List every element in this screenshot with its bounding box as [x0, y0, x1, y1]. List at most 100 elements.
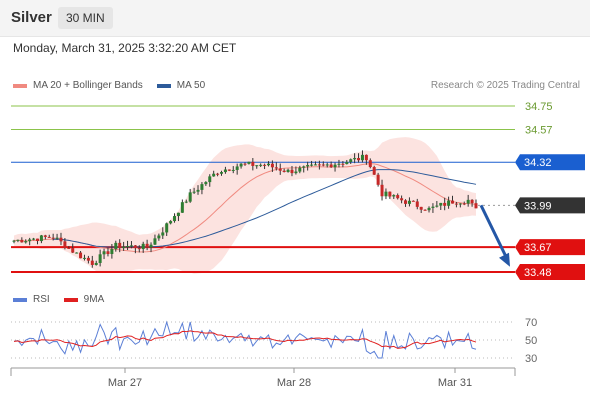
- candle-body: [345, 162, 349, 165]
- candle-body: [458, 203, 462, 205]
- rsi-legend: RSI 9MA: [13, 294, 118, 305]
- candle-body: [98, 254, 102, 263]
- x-axis-label: Mar 28: [277, 377, 311, 389]
- candle-body: [118, 242, 122, 249]
- legend-swatch-icon: [156, 83, 171, 88]
- legend-rsi: RSI: [13, 294, 50, 305]
- candle-body: [59, 237, 63, 242]
- candle-body: [360, 154, 364, 161]
- candle-body: [392, 195, 396, 197]
- candle-body: [353, 158, 357, 160]
- legend-swatch-icon: [13, 297, 27, 302]
- timeframe-badge[interactable]: 30 MIN: [58, 7, 113, 29]
- indicator-legend: MA 20 + Bollinger Bands MA 50: [13, 80, 219, 91]
- level-tag-label: 33.48: [524, 267, 552, 279]
- candle-body: [176, 212, 180, 217]
- candle-body: [337, 163, 341, 165]
- candle-body: [274, 167, 278, 169]
- candle-body: [454, 203, 458, 205]
- candle-body: [180, 202, 184, 213]
- bollinger-band-layer: [14, 137, 476, 274]
- candle-body: [380, 184, 384, 197]
- candle-body: [266, 163, 270, 166]
- candle-body: [290, 169, 294, 174]
- candle-body: [329, 164, 333, 168]
- candle-body: [306, 165, 310, 167]
- level-label: 34.75: [525, 101, 553, 113]
- candle-body: [419, 206, 423, 210]
- candle-body: [204, 182, 208, 185]
- candle-body: [20, 239, 24, 243]
- legend-label: RSI: [33, 294, 50, 305]
- forecast-arrow-head: [499, 252, 510, 267]
- legend-label: MA 50: [176, 80, 206, 91]
- candle-body: [220, 172, 224, 174]
- candle-body: [239, 163, 243, 167]
- candle-body: [411, 200, 415, 202]
- candle-body: [407, 200, 411, 204]
- rsi-level-label: 70: [525, 317, 537, 329]
- candle-body: [325, 164, 329, 166]
- candle-body: [114, 242, 118, 250]
- candle-body: [447, 200, 451, 206]
- candle-body: [24, 241, 28, 243]
- price-levels-layer: [11, 105, 515, 273]
- forecast-arrow-shaft: [479, 204, 509, 260]
- candle-body: [282, 170, 286, 172]
- candle-body: [94, 262, 98, 265]
- candle-body: [216, 173, 220, 175]
- candle-body: [110, 249, 114, 255]
- candle-body: [333, 164, 337, 168]
- candle-body: [102, 251, 106, 255]
- candle-body: [255, 165, 259, 167]
- candle-body: [388, 191, 392, 197]
- candle-body: [63, 241, 67, 248]
- candle-body: [153, 238, 157, 245]
- candle-body: [129, 245, 133, 247]
- level-tag-label: 33.67: [524, 242, 552, 254]
- candle-body: [122, 246, 126, 249]
- legend-swatch-icon: [63, 297, 78, 302]
- legend-label: 9MA: [83, 294, 105, 305]
- level-label: 34.57: [525, 125, 553, 137]
- candle-body: [173, 216, 177, 222]
- legend-ma20-bollinger: MA 20 + Bollinger Bands: [13, 80, 143, 91]
- candle-body: [302, 166, 306, 168]
- candle-body: [141, 243, 145, 249]
- candle-body: [251, 161, 255, 166]
- rsi-level-label: 50: [525, 335, 537, 347]
- legend-label: MA 20 + Bollinger Bands: [33, 80, 143, 91]
- candle-body: [431, 206, 435, 208]
- candle-body: [157, 235, 161, 239]
- candle-body: [376, 174, 380, 185]
- candle-body: [466, 199, 470, 204]
- candle-body: [67, 247, 71, 249]
- x-axis-label: Mar 31: [438, 377, 472, 389]
- candle-body: [278, 168, 282, 171]
- candle-body: [349, 159, 353, 163]
- legend-swatch-icon: [13, 83, 27, 88]
- candle-body: [90, 260, 94, 265]
- candle-body: [451, 200, 455, 204]
- level-tag: [515, 154, 585, 171]
- candle-body: [270, 163, 274, 168]
- x-axis-label: Mar 27: [108, 377, 142, 389]
- candle-body: [321, 164, 325, 166]
- candle-body: [133, 245, 137, 249]
- candle-body: [443, 202, 447, 206]
- candle-body: [32, 238, 36, 240]
- candle-body: [294, 171, 298, 174]
- header-bar: Silver 30 MIN: [0, 0, 590, 37]
- candle-body: [212, 173, 216, 177]
- candle-body: [462, 203, 466, 205]
- candle-body: [161, 232, 165, 236]
- candle-body: [192, 191, 196, 193]
- candles-layer: [12, 150, 478, 268]
- candle-body: [86, 257, 90, 261]
- candle-body: [427, 207, 431, 211]
- candle-body: [75, 252, 79, 254]
- candle-body: [423, 209, 427, 211]
- candle-body: [55, 237, 59, 239]
- candle-body: [196, 189, 200, 192]
